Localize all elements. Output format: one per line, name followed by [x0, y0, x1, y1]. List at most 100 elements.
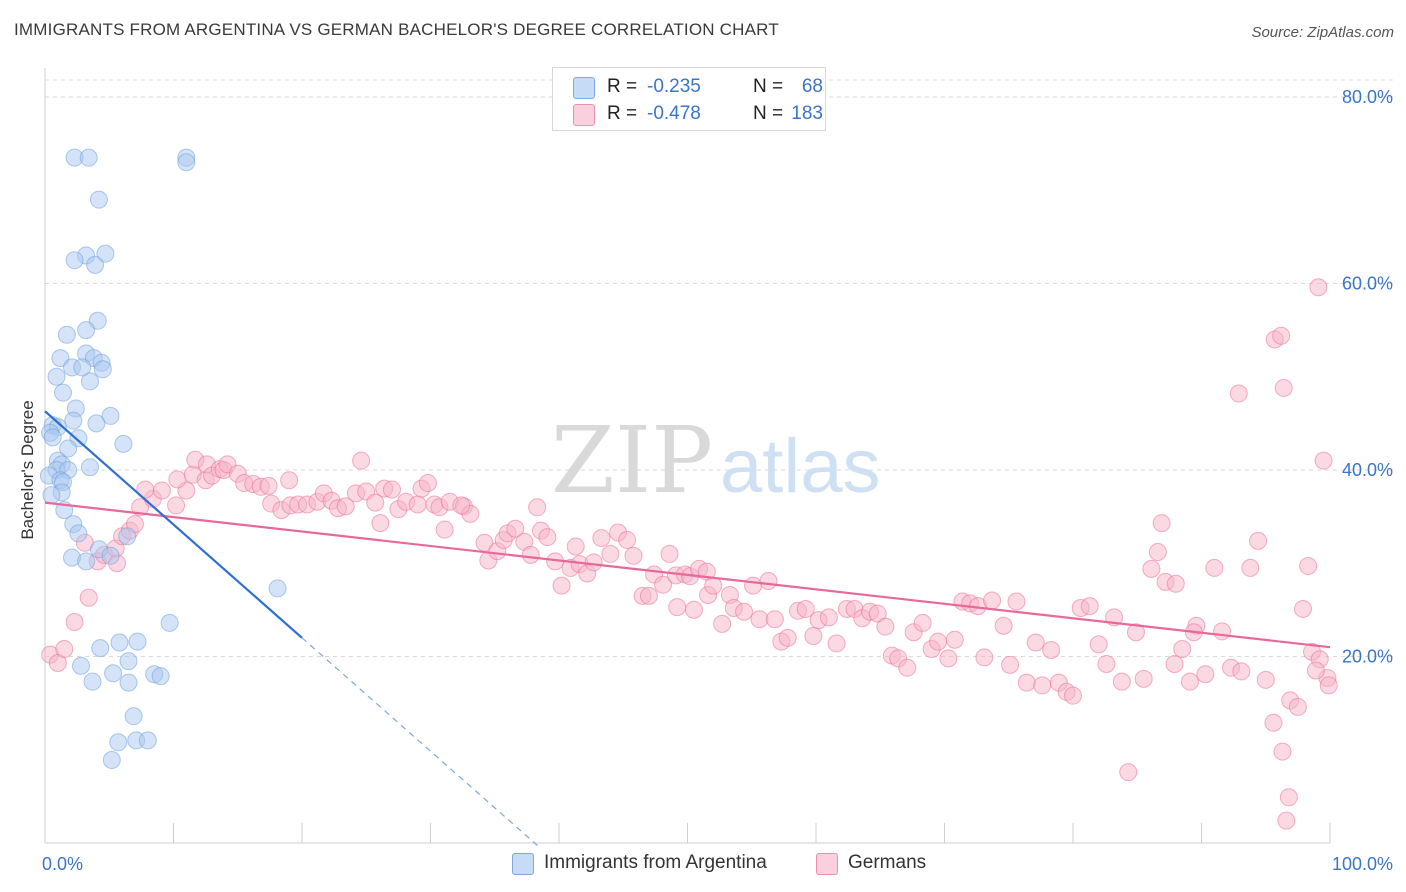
point-germans — [1306, 661, 1325, 680]
legend-n-label: N = — [753, 103, 784, 124]
point-argentina — [93, 360, 112, 379]
point-germans — [1166, 574, 1185, 593]
point-argentina — [80, 458, 99, 477]
point-germans — [528, 498, 547, 517]
point-germans — [55, 640, 74, 659]
point-germans — [913, 613, 932, 632]
point-germans — [1033, 676, 1052, 695]
bottom-legend-label: Immigrants from Argentina — [544, 852, 767, 873]
point-germans — [168, 470, 187, 489]
point-germans — [408, 495, 427, 514]
point-germans — [1249, 531, 1268, 550]
point-germans — [804, 626, 823, 645]
point-germans — [684, 600, 703, 619]
point-argentina — [77, 552, 96, 571]
point-germans — [624, 546, 643, 565]
point-germans — [1309, 278, 1328, 297]
legend-r-value: -0.235 — [647, 76, 701, 97]
point-germans — [713, 614, 732, 633]
point-germans — [759, 571, 778, 590]
point-argentina — [104, 664, 123, 683]
point-argentina — [47, 367, 66, 386]
y-tick-label: 80.0% — [1342, 87, 1393, 107]
point-argentina — [109, 733, 128, 752]
point-argentina — [91, 639, 110, 658]
point-germans — [131, 498, 150, 517]
point-germans — [79, 588, 98, 607]
legend-n-value: 183 — [791, 103, 823, 124]
point-germans — [939, 649, 958, 668]
point-germans — [1089, 635, 1108, 654]
point-argentina — [101, 546, 120, 565]
point-germans — [1148, 543, 1167, 562]
point-germans — [704, 576, 723, 595]
point-germans — [1126, 623, 1145, 642]
point-germans — [1256, 670, 1275, 689]
point-germans — [1213, 622, 1232, 641]
point-argentina — [73, 358, 92, 377]
point-germans — [660, 544, 679, 563]
point-argentina — [128, 632, 147, 651]
axes — [44, 68, 1331, 844]
legend-r-label: R = — [607, 103, 638, 124]
point-germans — [983, 591, 1002, 610]
point-argentina — [42, 486, 61, 505]
point-argentina — [77, 321, 96, 340]
point-germans — [366, 493, 385, 512]
point-germans — [1097, 654, 1116, 673]
point-argentina — [59, 439, 78, 458]
point-germans — [1314, 451, 1333, 470]
point-germans — [1232, 662, 1251, 681]
grid-lines — [45, 79, 1395, 657]
point-germans — [1279, 788, 1298, 807]
point-germans — [1064, 686, 1082, 705]
point-germans — [506, 519, 525, 538]
point-germans — [929, 632, 948, 651]
point-germans — [566, 537, 585, 556]
point-germans — [167, 496, 186, 515]
point-argentina — [69, 524, 88, 543]
point-argentina — [160, 613, 179, 632]
point-germans — [618, 530, 637, 549]
point-argentina — [118, 527, 137, 546]
point-germans — [945, 630, 964, 649]
point-germans — [584, 553, 603, 572]
point-germans — [1241, 558, 1260, 577]
point-germans — [1007, 592, 1026, 611]
y-axis-label: Bachelor's Degree — [18, 400, 37, 539]
trend-lines — [44, 410, 1331, 848]
point-germans — [382, 480, 401, 499]
point-argentina — [110, 633, 129, 652]
stats-legend: R = -0.235 N = 68 R = -0.478 N = 183 — [552, 67, 826, 131]
point-germans — [1142, 559, 1161, 578]
point-argentina — [138, 731, 157, 750]
point-germans — [750, 610, 769, 629]
point-germans — [1277, 811, 1296, 830]
point-germans — [819, 608, 838, 627]
point-germans — [1273, 742, 1292, 761]
y-tick-label: 20.0% — [1342, 647, 1393, 667]
point-argentina — [71, 656, 90, 675]
legend-swatch-argentina — [573, 77, 595, 99]
point-germans — [352, 451, 371, 470]
point-germans — [898, 658, 917, 677]
point-argentina — [80, 372, 99, 391]
point-argentina — [83, 672, 102, 691]
point-argentina — [151, 667, 170, 686]
point-germans — [592, 529, 611, 548]
point-argentina — [89, 190, 108, 209]
point-germans — [1294, 599, 1313, 618]
legend-n-label: N = — [753, 76, 784, 97]
point-germans — [538, 528, 557, 547]
point-germans — [1026, 633, 1045, 652]
chart-title: IMMIGRANTS FROM ARGENTINA VS GERMAN BACH… — [14, 20, 779, 39]
point-argentina — [119, 673, 138, 692]
trend-line-argentina-extension — [301, 637, 541, 848]
point-germans — [1165, 654, 1184, 673]
point-germans — [1319, 676, 1338, 695]
point-germans — [418, 474, 437, 493]
point-germans — [1205, 558, 1224, 577]
point-germans — [1017, 673, 1036, 692]
point-germans — [994, 616, 1013, 635]
